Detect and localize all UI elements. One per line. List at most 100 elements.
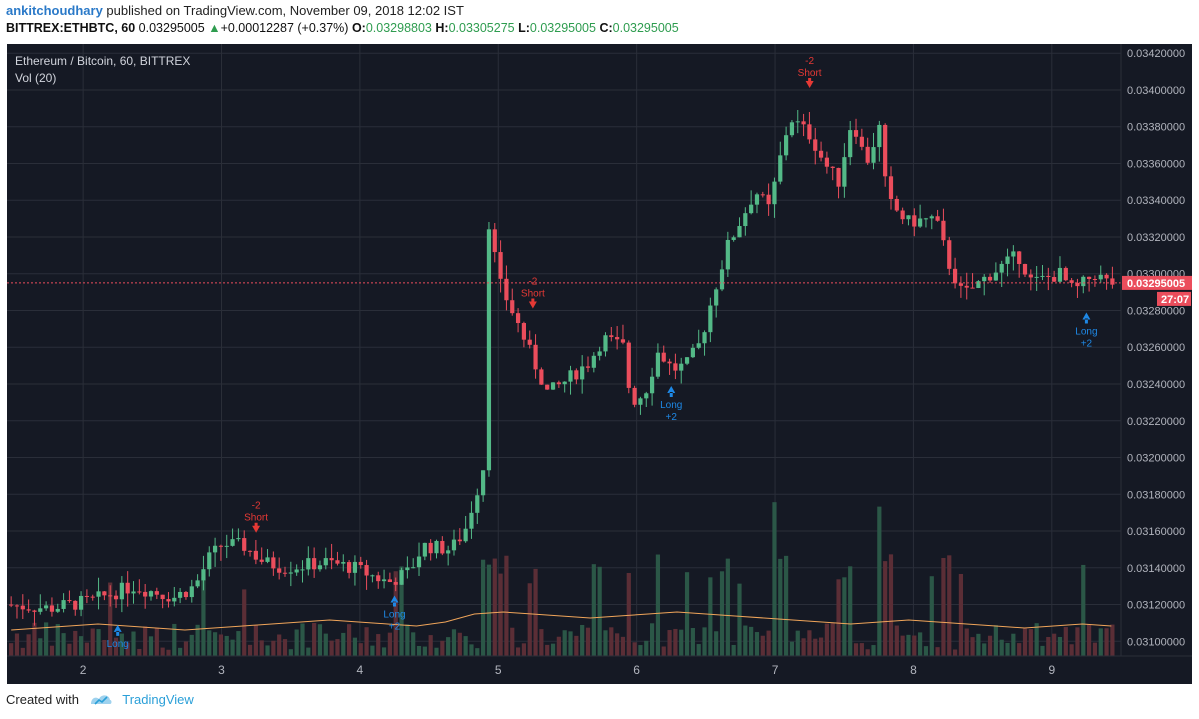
- candle-body: [230, 539, 235, 546]
- candle-body: [772, 181, 777, 205]
- candle-body: [469, 512, 474, 529]
- volume-bar: [941, 557, 946, 656]
- arrow-down-icon: [252, 522, 261, 533]
- volume-bar: [708, 577, 713, 656]
- volume-bar: [125, 642, 130, 656]
- candle-body: [253, 550, 258, 560]
- price-tick-label: 0.03360000: [1127, 158, 1185, 170]
- volume-bar: [108, 582, 113, 656]
- candle-body: [323, 558, 328, 566]
- signal-short-label: Short: [244, 513, 268, 524]
- signal-long-label: Long: [660, 400, 682, 411]
- volume-bar: [352, 637, 358, 656]
- volume-bar: [719, 571, 725, 656]
- signal-short-label: Short: [521, 288, 545, 299]
- volume-bar: [702, 627, 707, 656]
- volume-bar: [673, 628, 678, 656]
- candle-body: [836, 167, 841, 187]
- price-tick-label: 0.03260000: [1127, 342, 1185, 354]
- price-tick-label: 0.03280000: [1127, 305, 1185, 317]
- candle-body: [859, 136, 864, 147]
- volume-bar: [580, 624, 585, 656]
- candle-body: [615, 337, 620, 340]
- signals: -2ShortLongLong+2-2ShortLong+2-2ShortLon…: [107, 56, 1098, 650]
- volume-bar: [644, 640, 649, 656]
- ohlc-line: BITTREX:ETHBTC, 60 0.03295005 ▲+0.000122…: [6, 21, 679, 35]
- signal-short-label: Short: [798, 68, 822, 79]
- candle-body: [492, 229, 497, 253]
- volume-bar: [789, 641, 795, 656]
- volume-ma-line: [11, 611, 1112, 631]
- volume-bar: [44, 622, 49, 656]
- candle-body: [877, 124, 882, 148]
- candle-body: [853, 130, 859, 137]
- candle-body: [422, 542, 427, 557]
- change-value: +0.00012287 (+0.37%): [220, 21, 349, 35]
- volume-bar: [1086, 624, 1092, 656]
- candle-body: [737, 226, 742, 238]
- candle-body: [754, 194, 760, 205]
- volume-bar: [684, 572, 690, 656]
- volume-bar: [387, 632, 392, 656]
- volume-bar: [964, 628, 969, 656]
- countdown-value: 27:07: [1161, 294, 1189, 306]
- volume-bar: [481, 559, 486, 656]
- volume-bar: [38, 638, 43, 656]
- candle-body: [498, 252, 503, 279]
- candle-body: [277, 568, 282, 573]
- candle-body: [376, 575, 381, 582]
- volume-bar: [282, 639, 288, 656]
- candle-body: [958, 283, 964, 286]
- volume-bar: [20, 647, 25, 656]
- volume-bar: [958, 573, 964, 656]
- volume-bar: [778, 558, 783, 656]
- signal-long-value: +2: [389, 622, 401, 633]
- candle-body: [696, 343, 701, 348]
- candle-body: [749, 204, 754, 214]
- author-link[interactable]: ankitchoudhary: [6, 3, 103, 18]
- volume-bar: [510, 627, 515, 656]
- open-value: 0.03298803: [365, 21, 432, 35]
- volume-bar: [364, 627, 369, 656]
- candle-body: [539, 369, 544, 385]
- candle-body: [405, 567, 410, 571]
- candle-body: [970, 287, 975, 289]
- volume-bar: [73, 630, 78, 656]
- candle-body: [1046, 275, 1051, 278]
- volume-bar: [562, 630, 567, 656]
- volume-bar: [743, 625, 748, 656]
- volume-bar: [690, 627, 695, 656]
- candle-body: [148, 591, 154, 597]
- candle-body: [160, 594, 165, 600]
- volume-bar: [883, 561, 888, 656]
- volume-bar: [760, 635, 765, 656]
- tradingview-link[interactable]: TradingView: [122, 692, 194, 707]
- volume-bar: [550, 643, 556, 656]
- price-axis[interactable]: 0.03100000 0.03120000 0.03140000 0.03160000…: [1127, 48, 1185, 648]
- candle-body: [766, 194, 771, 205]
- chart-panel[interactable]: -2 Short Long Long +2 -2 Short Long +2 -2 Short Lon…: [7, 44, 1192, 684]
- time-axis[interactable]: 2 3 4 5 6 7 8 9: [80, 663, 1056, 677]
- volume-bar: [1005, 642, 1010, 656]
- candle-body: [84, 595, 89, 597]
- price-chart[interactable]: -2ShortLongLong+2-2ShortLong+2-2ShortLon…: [7, 44, 1192, 684]
- volume-bar: [521, 643, 527, 656]
- candle-body: [935, 216, 940, 221]
- candle-body: [574, 370, 579, 380]
- arrow-down-icon: [528, 298, 537, 309]
- publish-info: published on TradingView.com, November 0…: [106, 3, 464, 18]
- tradingview-logo-icon[interactable]: [89, 692, 113, 709]
- candle-body: [1005, 256, 1010, 264]
- price-tick-label: 0.03120000: [1127, 600, 1185, 612]
- candle-body: [912, 215, 917, 227]
- volume-bar: [154, 627, 159, 656]
- arrow-up-icon: [390, 595, 399, 607]
- volume-bar: [737, 583, 742, 656]
- candle-body: [434, 540, 439, 554]
- close-value: 0.03295005: [612, 21, 679, 35]
- candle-body: [661, 352, 666, 362]
- candle-body: [789, 122, 795, 136]
- volume-bar: [714, 631, 719, 656]
- candle-body: [341, 562, 346, 564]
- price-tick-label: 0.03240000: [1127, 379, 1185, 391]
